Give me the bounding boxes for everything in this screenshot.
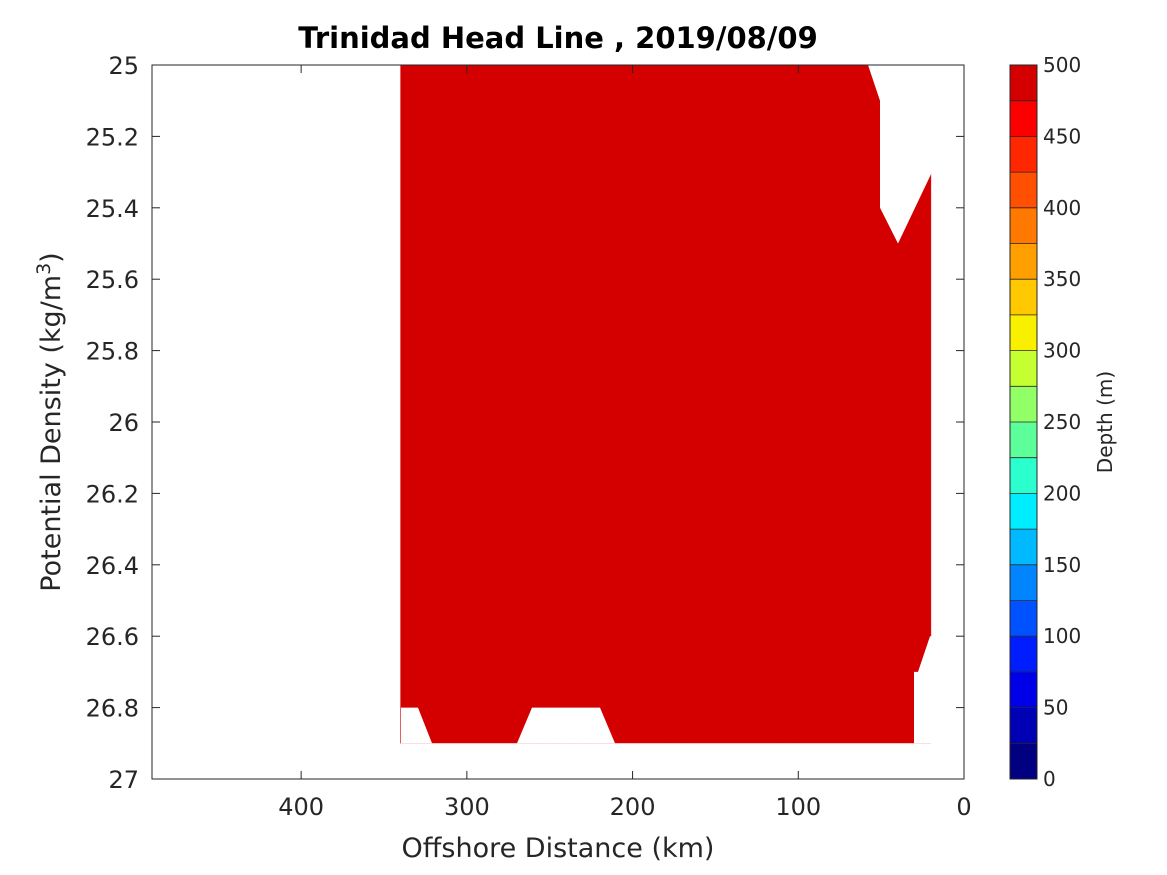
x-tick-label: 0 bbox=[956, 793, 971, 821]
colorbar-tick-label: 300 bbox=[1043, 339, 1081, 363]
y-axis: 25 25.2 25.4 25.6 25.8 26 26.2 26.4 26.6 26.8 27 bbox=[86, 52, 964, 794]
colorbar-swatch-19 bbox=[1010, 65, 1037, 102]
y-tick-label: 25 bbox=[108, 52, 139, 80]
x-tick-label: 300 bbox=[444, 793, 490, 821]
colorbar-frame bbox=[1009, 64, 1038, 780]
colorbar-swatch-2 bbox=[1010, 671, 1037, 709]
no-data-region-1 bbox=[914, 636, 964, 744]
y-tick-label: 25.6 bbox=[86, 266, 139, 294]
colorbar-swatch-11 bbox=[1010, 350, 1037, 387]
y-tick-label: 26 bbox=[108, 409, 139, 437]
contour-bands bbox=[400, 65, 964, 779]
colorbar-tick-label: 0 bbox=[1043, 767, 1056, 791]
colorbar-swatch-3 bbox=[1010, 636, 1037, 673]
colorbar-tick-label: 350 bbox=[1043, 267, 1081, 291]
y-axis-label: Potential Density (kg/m3) bbox=[33, 252, 67, 591]
colorbar-swatch-9 bbox=[1010, 422, 1037, 459]
y-tick-label: 25.4 bbox=[86, 195, 139, 223]
y-tick-label: 26.6 bbox=[86, 623, 139, 651]
colorbar-swatch-14 bbox=[1010, 243, 1037, 280]
no-data-region-2 bbox=[401, 707, 432, 744]
y-tick-label: 27 bbox=[108, 766, 139, 794]
colorbar-swatch-4 bbox=[1010, 600, 1037, 637]
no-data-region-4 bbox=[401, 743, 964, 779]
x-tick-label: 100 bbox=[775, 793, 821, 821]
y-axis-label-main: Potential Density (kg/m bbox=[36, 275, 67, 592]
colorbar bbox=[1010, 65, 1037, 780]
x-tick-label: 400 bbox=[278, 793, 324, 821]
x-axis-label: Offshore Distance (km) bbox=[402, 833, 715, 864]
no-data-region-0 bbox=[868, 65, 964, 244]
chart-title: Trinidad Head Line , 2019/08/09 bbox=[298, 21, 818, 55]
colorbar-tick-label: 450 bbox=[1043, 124, 1081, 148]
colorbar-tick-label: 50 bbox=[1043, 696, 1068, 720]
x-tick-label: 200 bbox=[610, 793, 656, 821]
y-tick-label: 25.2 bbox=[86, 123, 139, 151]
contour-band-19 bbox=[400, 65, 932, 744]
y-axis-label-sup: 3 bbox=[33, 263, 55, 275]
y-tick-label: 26.8 bbox=[86, 695, 139, 723]
y-tick-label: 26.4 bbox=[86, 552, 139, 580]
colorbar-swatch-10 bbox=[1010, 386, 1037, 423]
x-axis: 400 300 200 100 0 bbox=[278, 65, 972, 821]
colorbar-tick-label: 150 bbox=[1043, 553, 1081, 577]
no-data-region-3 bbox=[517, 707, 615, 744]
colorbar-label: Depth (m) bbox=[1093, 371, 1117, 473]
colorbar-tick-label: 250 bbox=[1043, 410, 1081, 434]
colorbar-swatch-0 bbox=[1010, 743, 1037, 780]
colorbar-swatch-5 bbox=[1010, 564, 1037, 601]
colorbar-swatch-1 bbox=[1010, 707, 1037, 744]
colorbar-swatch-13 bbox=[1010, 279, 1037, 316]
colorbar-tick-label: 100 bbox=[1043, 624, 1081, 648]
colorbar-tick-label: 200 bbox=[1043, 481, 1081, 505]
colorbar-tick-label: 400 bbox=[1043, 196, 1081, 220]
colorbar-swatch-6 bbox=[1010, 529, 1037, 566]
colorbar-swatch-8 bbox=[1010, 457, 1037, 494]
colorbar-swatch-12 bbox=[1010, 314, 1037, 352]
y-tick-label: 25.8 bbox=[86, 338, 139, 366]
colorbar-tick-label: 500 bbox=[1043, 53, 1081, 77]
colorbar-swatch-15 bbox=[1010, 207, 1037, 244]
colorbar-swatch-18 bbox=[1010, 100, 1037, 137]
colorbar-swatch-7 bbox=[1010, 493, 1037, 530]
y-axis-label-close: ) bbox=[36, 252, 67, 263]
colorbar-swatch-17 bbox=[1010, 136, 1037, 173]
y-tick-label: 26.2 bbox=[86, 480, 139, 508]
colorbar-swatch-16 bbox=[1010, 172, 1037, 209]
